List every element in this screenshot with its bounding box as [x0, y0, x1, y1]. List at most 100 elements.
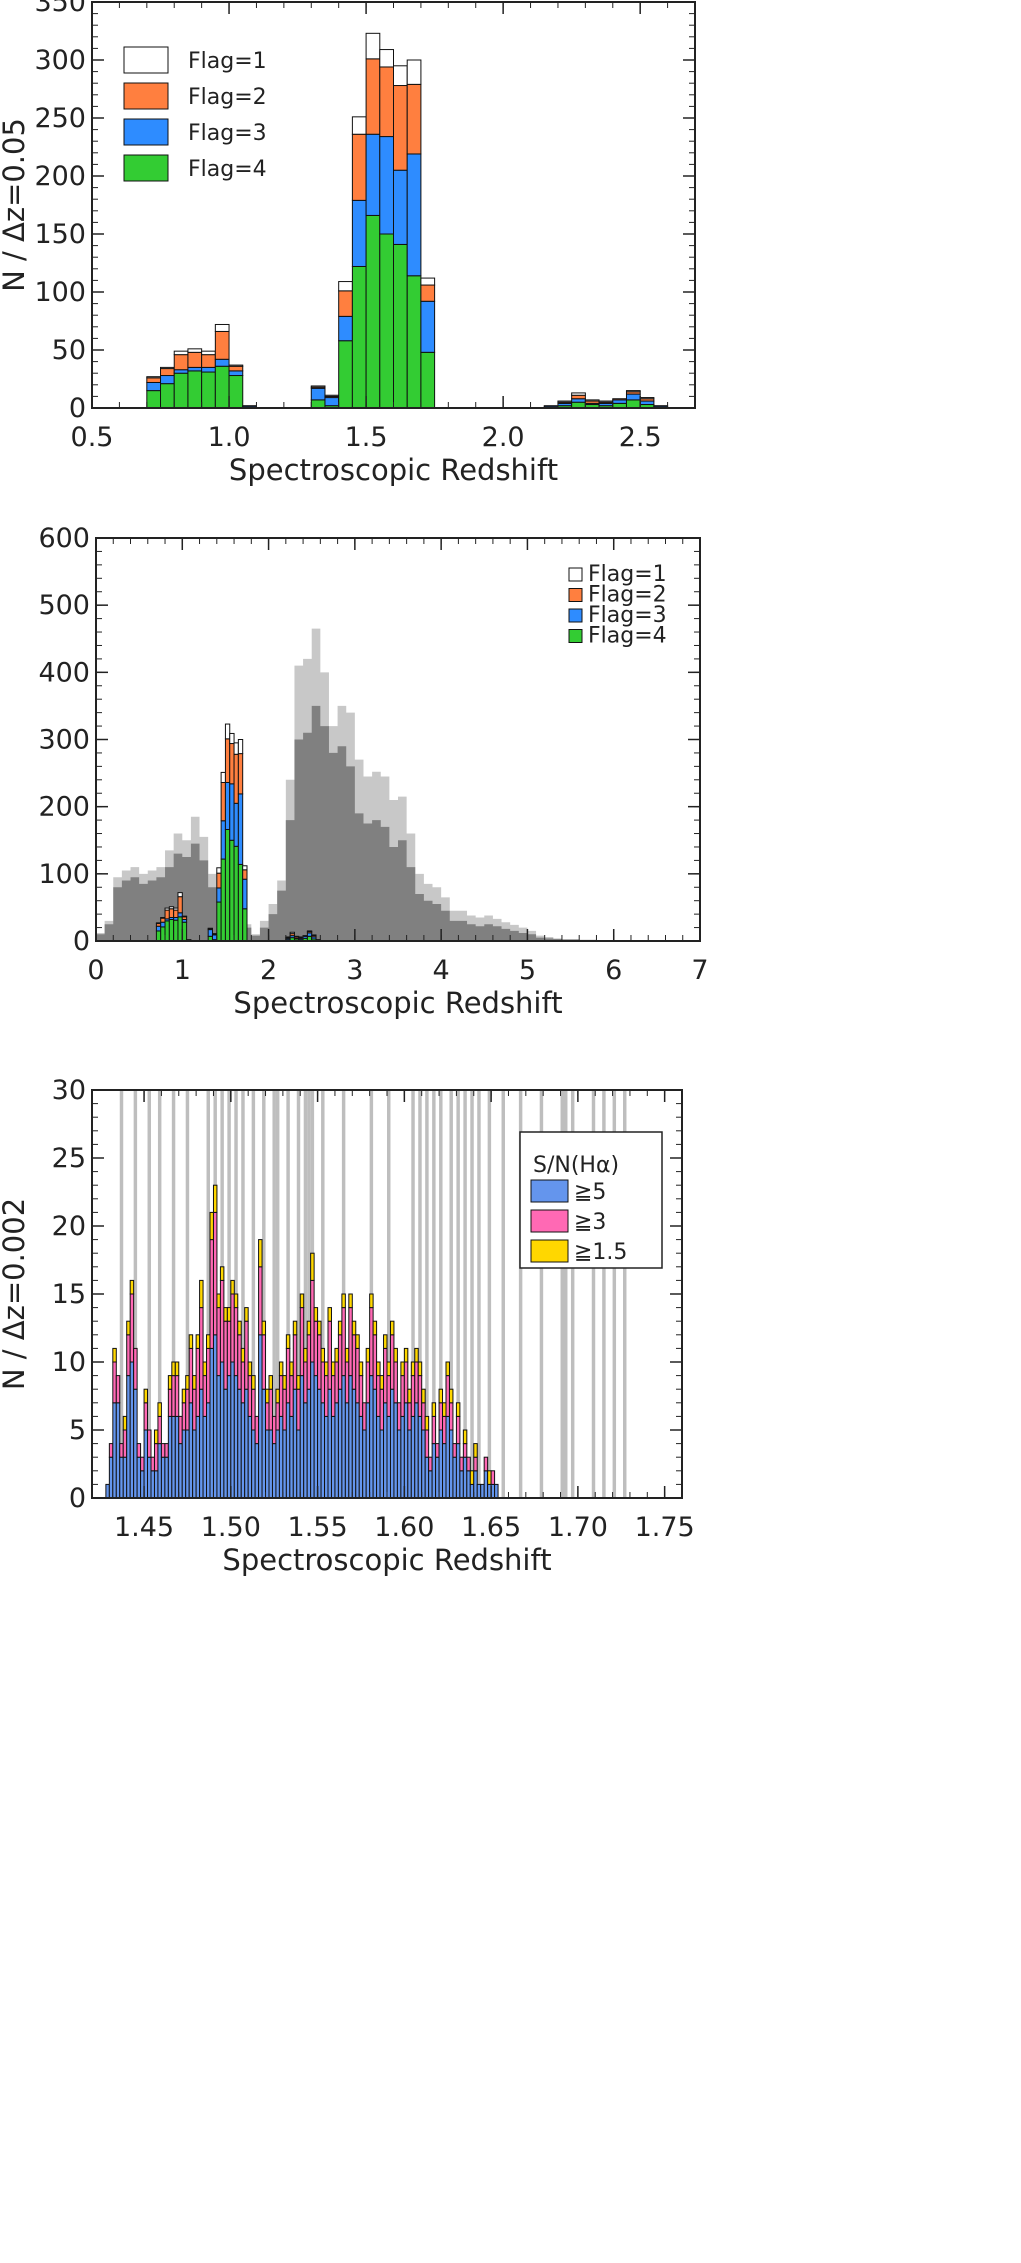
bar-segment-15	[261, 1320, 267, 1336]
bar-segment-flag4	[214, 365, 230, 409]
bar-segment-15	[275, 1388, 280, 1404]
masked-bin	[275, 1090, 280, 1498]
bar-segment-3	[431, 1415, 437, 1445]
bar-segment-flag3	[365, 133, 381, 216]
bar-segment-15	[126, 1320, 131, 1336]
bar-segment-15	[230, 1279, 235, 1295]
bar-segment-3	[216, 1307, 221, 1377]
bar-segment-15	[181, 1388, 187, 1404]
bar-segment-5	[129, 1361, 135, 1499]
bar-segment-5	[226, 1375, 232, 1499]
bar-segment-5	[230, 1361, 235, 1499]
masked-bin	[456, 1090, 460, 1498]
y-tick-label: 0	[73, 926, 90, 957]
masked-bin	[227, 1090, 231, 1498]
panel-3-y-axis-label: N / Δz=0.002	[0, 1198, 31, 1390]
legend-label: Flag=3	[188, 121, 267, 146]
bar-segment-5	[438, 1429, 444, 1499]
bar-segment-3	[157, 1415, 162, 1445]
masked-bin	[262, 1090, 266, 1498]
bar-segment-5	[348, 1375, 353, 1499]
bar-segment-5	[174, 1415, 180, 1499]
bar-segment-3	[112, 1361, 117, 1404]
bar-segment-3	[351, 1334, 357, 1390]
masked-bin	[171, 1090, 176, 1498]
bar-segment-3	[372, 1334, 378, 1390]
bar-segment-flag1	[173, 350, 189, 356]
legend-swatch	[123, 118, 169, 146]
bar-segment-flag4	[155, 930, 162, 942]
bar-segment-15	[379, 1375, 385, 1390]
bar-segment-5	[157, 1443, 162, 1499]
bar-segment-flag2	[216, 872, 222, 889]
panel-2-x-axis-label: Spectroscopic Redshift	[233, 986, 562, 1020]
bar-segment-5	[400, 1415, 405, 1499]
bar-segment-15	[199, 1279, 204, 1309]
masked-bin	[411, 1090, 415, 1498]
bar-segment-flag3	[242, 878, 248, 910]
bar-segment-5	[195, 1415, 201, 1499]
bar-segment-flag1	[298, 936, 304, 939]
x-tick-label: 1.60	[374, 1512, 434, 1543]
bar-segment-15	[355, 1334, 360, 1349]
bar-segment-15	[171, 1361, 176, 1377]
y-tick-label: 50	[52, 335, 86, 366]
bar-segment-3	[344, 1361, 350, 1404]
bar-segment-5	[122, 1456, 128, 1499]
masked-bin	[133, 1090, 138, 1498]
bar-segment-15	[226, 1307, 232, 1322]
bar-segment-5	[327, 1388, 332, 1499]
x-tick-label: 1.5	[345, 422, 388, 453]
bar-segment-5	[473, 1470, 478, 1499]
bar-segment-15	[292, 1320, 298, 1336]
panel-1: 0.5 1.0 1.5 2.0 2.5 0 50 100 150 200 250 300 350 Spe…	[0, 0, 696, 487]
y-tick-label: 150	[34, 219, 86, 250]
bar-segment-3	[396, 1402, 402, 1431]
bar-segment-3	[355, 1347, 360, 1404]
bar-segment-5	[480, 1483, 485, 1499]
y-tick-label: 20	[52, 1211, 86, 1242]
bar-segment-flag1	[177, 892, 183, 898]
bar-segment-15	[258, 1239, 263, 1268]
bar-segment-flag4	[216, 901, 222, 942]
panel-2-ticks: 0 1 2 3 4 5 6 7 0 100 200 300 400 500 600	[38, 523, 708, 986]
y-tick-label: 300	[34, 45, 86, 76]
bar-segment-flag2	[365, 58, 381, 135]
bar-segment-15	[417, 1361, 423, 1377]
bar-segment-15	[410, 1361, 416, 1377]
legend-label: Flag=2	[188, 85, 267, 110]
masked-bin	[602, 1090, 606, 1498]
bar-segment-flag2	[187, 351, 203, 368]
bar-segment-flag3	[228, 370, 244, 377]
bar-segment-5	[268, 1429, 273, 1499]
bar-segment-15	[268, 1375, 273, 1390]
bar-segment-15	[174, 1361, 180, 1377]
legend-swatch	[123, 154, 169, 182]
bar-segment-15	[167, 1375, 173, 1390]
bar-segment-3	[140, 1456, 145, 1472]
x-tick-label: 6	[605, 955, 622, 986]
bar-segment-flag2	[173, 909, 179, 918]
bar-segment-3	[278, 1375, 284, 1417]
bar-segment-5	[365, 1402, 371, 1499]
bar-segment-flag3	[207, 929, 213, 937]
bar-segment-15	[403, 1347, 409, 1363]
bar-segment-5	[341, 1375, 346, 1499]
bar-segment-15	[348, 1293, 353, 1309]
bar-segment-3	[483, 1456, 489, 1472]
bar-segment-3	[421, 1402, 426, 1431]
masked-bin	[463, 1090, 467, 1498]
panel-1-legend: Flag=1 Flag=2 Flag=3 Flag=4	[123, 46, 267, 182]
bar-segment-3	[258, 1266, 263, 1336]
bar-segment-15	[216, 1293, 221, 1309]
bar-segment-flag3	[653, 405, 669, 408]
bar-segment-flag1	[160, 366, 175, 370]
bar-segment-3	[417, 1375, 423, 1417]
x-tick-label: 3	[346, 955, 363, 986]
bar-segment-flag4	[224, 829, 231, 942]
bar-segment-5	[396, 1429, 402, 1499]
x-tick-label: 1.75	[635, 1512, 695, 1543]
bar-segment-flag3	[146, 381, 162, 392]
x-tick-label: 1.50	[201, 1512, 261, 1543]
bar-segment-5	[330, 1415, 336, 1499]
